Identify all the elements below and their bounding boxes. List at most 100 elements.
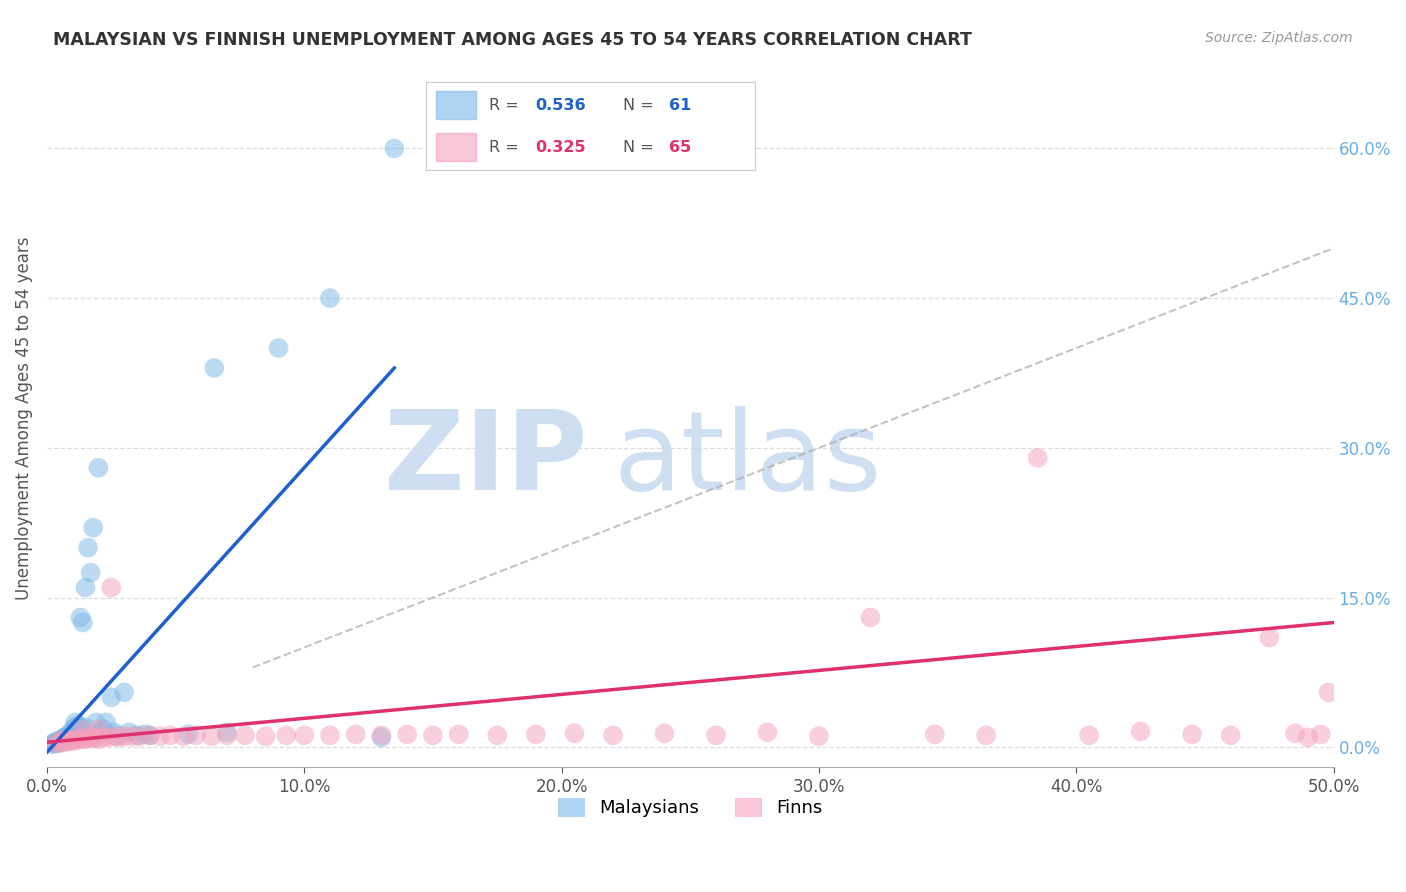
Point bbox=[1026, 450, 1049, 465]
Point bbox=[46, 734, 69, 748]
Point bbox=[1284, 726, 1306, 740]
Point bbox=[56, 731, 79, 745]
Point bbox=[103, 729, 125, 743]
Point bbox=[69, 731, 91, 746]
Point bbox=[254, 729, 277, 743]
Point bbox=[319, 728, 342, 742]
Point bbox=[292, 728, 315, 742]
Point bbox=[53, 732, 76, 747]
Point bbox=[79, 731, 101, 745]
Point bbox=[807, 729, 830, 743]
Point bbox=[344, 727, 367, 741]
Point bbox=[53, 735, 76, 749]
Point bbox=[59, 729, 82, 743]
Point bbox=[66, 725, 89, 739]
Point bbox=[69, 610, 91, 624]
Point bbox=[100, 581, 122, 595]
Point bbox=[75, 720, 97, 734]
Point bbox=[59, 727, 82, 741]
Point bbox=[202, 361, 225, 376]
Point bbox=[72, 723, 94, 738]
Point bbox=[51, 733, 73, 747]
Point bbox=[53, 733, 76, 747]
Point bbox=[59, 731, 82, 746]
Point bbox=[186, 728, 208, 742]
Point bbox=[56, 728, 79, 742]
Point bbox=[72, 725, 94, 739]
Point bbox=[134, 727, 156, 741]
Point bbox=[77, 541, 100, 555]
Text: MALAYSIAN VS FINNISH UNEMPLOYMENT AMONG AGES 45 TO 54 YEARS CORRELATION CHART: MALAYSIAN VS FINNISH UNEMPLOYMENT AMONG … bbox=[53, 31, 973, 49]
Point bbox=[524, 727, 547, 741]
Point bbox=[84, 715, 107, 730]
Point bbox=[49, 735, 72, 749]
Point bbox=[215, 725, 238, 739]
Point bbox=[319, 291, 342, 305]
Point bbox=[859, 610, 882, 624]
Point bbox=[51, 732, 73, 747]
Point bbox=[1129, 724, 1152, 739]
Point bbox=[75, 581, 97, 595]
Point bbox=[177, 727, 200, 741]
Point bbox=[1309, 727, 1331, 741]
Point bbox=[1258, 631, 1281, 645]
Point bbox=[62, 728, 84, 742]
Point bbox=[53, 731, 76, 745]
Point bbox=[139, 728, 162, 742]
Point bbox=[56, 732, 79, 747]
Point bbox=[97, 731, 120, 745]
Point bbox=[1219, 728, 1241, 742]
Point bbox=[66, 718, 89, 732]
Point bbox=[200, 729, 222, 743]
Point bbox=[756, 725, 779, 739]
Point bbox=[59, 733, 82, 747]
Point bbox=[46, 735, 69, 749]
Point bbox=[121, 729, 143, 743]
Point bbox=[100, 690, 122, 705]
Point bbox=[128, 729, 150, 743]
Point bbox=[233, 728, 256, 742]
Point bbox=[602, 728, 624, 742]
Text: Source: ZipAtlas.com: Source: ZipAtlas.com bbox=[1205, 31, 1353, 45]
Point bbox=[87, 732, 110, 747]
Point bbox=[44, 736, 66, 750]
Point bbox=[46, 736, 69, 750]
Point bbox=[41, 737, 63, 751]
Text: atlas: atlas bbox=[613, 407, 882, 513]
Point bbox=[276, 728, 298, 742]
Point bbox=[103, 725, 125, 739]
Point bbox=[84, 731, 107, 745]
Point bbox=[87, 723, 110, 737]
Point bbox=[63, 715, 86, 730]
Point bbox=[974, 728, 997, 742]
Point bbox=[486, 728, 509, 742]
Point bbox=[94, 715, 117, 730]
Point bbox=[125, 728, 148, 742]
Point bbox=[93, 723, 115, 737]
Point bbox=[62, 725, 84, 739]
Point bbox=[654, 726, 676, 740]
Point bbox=[112, 729, 135, 743]
Point bbox=[382, 141, 405, 155]
Point bbox=[79, 566, 101, 580]
Y-axis label: Unemployment Among Ages 45 to 54 years: Unemployment Among Ages 45 to 54 years bbox=[15, 236, 32, 599]
Point bbox=[108, 728, 131, 742]
Point bbox=[75, 732, 97, 747]
Point bbox=[49, 734, 72, 748]
Point bbox=[422, 728, 444, 742]
Point bbox=[51, 734, 73, 748]
Point bbox=[704, 728, 727, 742]
Text: ZIP: ZIP bbox=[384, 407, 588, 513]
Point bbox=[49, 736, 72, 750]
Point bbox=[159, 728, 181, 742]
Point bbox=[172, 729, 194, 743]
Point bbox=[87, 460, 110, 475]
Point bbox=[1078, 728, 1101, 742]
Point bbox=[215, 728, 238, 742]
Point bbox=[63, 728, 86, 742]
Point bbox=[82, 731, 104, 746]
Point bbox=[93, 731, 115, 745]
Point bbox=[1296, 731, 1319, 745]
Point bbox=[46, 735, 69, 749]
Point bbox=[51, 734, 73, 748]
